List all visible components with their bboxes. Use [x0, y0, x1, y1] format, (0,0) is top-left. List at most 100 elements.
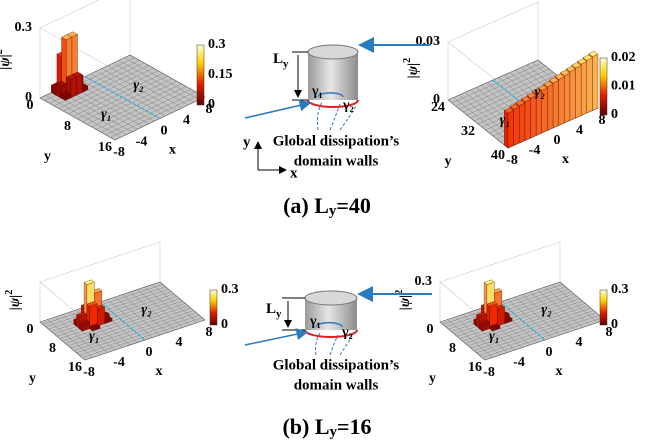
z-tick-label: 0.3 [415, 274, 433, 289]
x-axis-label: x [156, 364, 163, 379]
bar-front [497, 307, 505, 326]
x-tick-label: 8 [206, 325, 213, 340]
bar-front [587, 58, 593, 113]
arrow [245, 332, 307, 345]
y-tick-label: 16 [468, 360, 482, 375]
bar-front [553, 81, 559, 128]
x-tick-label: 4 [183, 113, 190, 128]
z-axis-label: |ψ|2 [0, 49, 13, 70]
x-tick-label: -8 [83, 365, 95, 380]
bar-front [519, 103, 525, 143]
x-axis-label: x [556, 364, 563, 379]
axis-label: y [243, 134, 251, 150]
region-label: γ₂ [534, 85, 545, 100]
length-label: Ly [273, 51, 289, 69]
region-label: γ₂ [133, 78, 144, 93]
x-tick-label: -4 [136, 134, 148, 149]
figure: γ₁γ₂0816-8-4048yx00.3|ψ|20.30.150γ₁γ₂243… [0, 0, 655, 441]
y-tick-label: 0 [427, 322, 434, 337]
z-tick-label: 0.03 [416, 34, 441, 49]
sub: y [276, 308, 282, 320]
back-wall [40, 242, 160, 282]
colorbar-tick-label: 0.3 [208, 37, 226, 52]
colorbar-tick-label: 0 [221, 317, 228, 332]
colorbar [197, 45, 204, 105]
y-tick-label: 16 [68, 360, 82, 375]
z-label: |ψ| [8, 295, 23, 311]
z-label-sup: 2 [402, 58, 413, 63]
x-tick-label: -4 [513, 355, 525, 370]
y-tick-label: 8 [49, 341, 56, 356]
z-label: |ψ| [0, 54, 13, 70]
panel-caption: (a) Ly=40 [283, 193, 371, 219]
region-label: γ₂ [141, 303, 152, 318]
z-tick-label: 0 [433, 92, 440, 107]
panel-caption: (b) Ly=16 [282, 414, 371, 440]
y-axis-label: y [429, 371, 436, 386]
arrow [245, 103, 310, 118]
l: L [273, 51, 283, 67]
caption-line: domain walls [294, 153, 379, 169]
diagram-a: Ly γ₁ γ₂ y x Global dissipation’s domain… [243, 45, 430, 181]
y-tick-label: 8 [449, 341, 456, 356]
bar-front [559, 77, 565, 126]
z-axis-label: |ψ|2 [4, 290, 23, 311]
region-label: γ₂ [541, 303, 552, 318]
z-label: |ψ| [406, 63, 421, 79]
colorbar-tick-label: 0.15 [208, 67, 233, 82]
bar-front [71, 77, 77, 98]
colorbar-tick-label: 0 [611, 317, 618, 332]
cylinder-top [308, 45, 358, 59]
colorbar-tick-label: 0.3 [611, 282, 629, 297]
z-tick-label: 0.3 [15, 20, 33, 35]
z-axis-label: |ψ|2 [394, 290, 413, 311]
wall-label: γ₁ [311, 84, 323, 99]
z-label: |ψ| [398, 295, 413, 311]
x-tick-label: -4 [529, 143, 541, 158]
x-axis-label: x [562, 152, 569, 167]
x-tick-label: 0 [546, 345, 553, 360]
y-axis-label: y [44, 149, 51, 164]
z-label-sup: 2 [4, 290, 15, 295]
bar-front [531, 96, 537, 138]
z-tick-label: 0 [25, 90, 32, 105]
x-tick-label: 0 [161, 124, 168, 139]
bar-front [564, 73, 570, 123]
y-tick-label: 8 [64, 119, 71, 134]
x-axis-label: x [169, 143, 176, 158]
caption-line: Global dissipation’s [273, 357, 400, 373]
bar-front [547, 84, 553, 130]
z-axis-label: |ψ|2 [402, 58, 421, 79]
colorbar [600, 58, 607, 115]
region-label: γ₁ [89, 329, 100, 344]
x-tick-label: -8 [506, 153, 518, 168]
c: =16 [337, 414, 372, 439]
z-label-sup: 2 [0, 49, 5, 54]
bar-front [77, 74, 83, 95]
bar-front [592, 54, 598, 110]
back-wall [448, 2, 538, 60]
length-label: Ly [266, 301, 282, 319]
colorbar-tick-label: 0 [208, 97, 215, 112]
l: L [266, 301, 276, 317]
back-wall [40, 0, 130, 55]
y-axis-label: y [29, 371, 36, 386]
bar-front [581, 62, 587, 116]
y-tick-label: 16 [98, 140, 112, 155]
bar-front [570, 69, 576, 120]
y-tick-label: 40 [491, 148, 505, 163]
caption-line: Global dissipation’s [273, 133, 400, 149]
x-tick-label: 0 [146, 345, 153, 360]
sub: y [283, 58, 289, 70]
x-tick-label: 4 [576, 123, 583, 138]
bar-front [576, 65, 582, 118]
bar-front [525, 99, 531, 140]
x-tick-label: 8 [599, 113, 606, 128]
colorbar-tick-label: 0.02 [611, 50, 636, 65]
x-tick-label: 4 [176, 335, 183, 350]
c: (b) L [282, 414, 329, 439]
colorbar-tick-label: 0.3 [221, 282, 239, 297]
wall-label: γ₂ [341, 325, 353, 340]
colorbar-tick-label: 0.01 [611, 79, 636, 94]
y-tick-label: 0 [27, 322, 34, 337]
